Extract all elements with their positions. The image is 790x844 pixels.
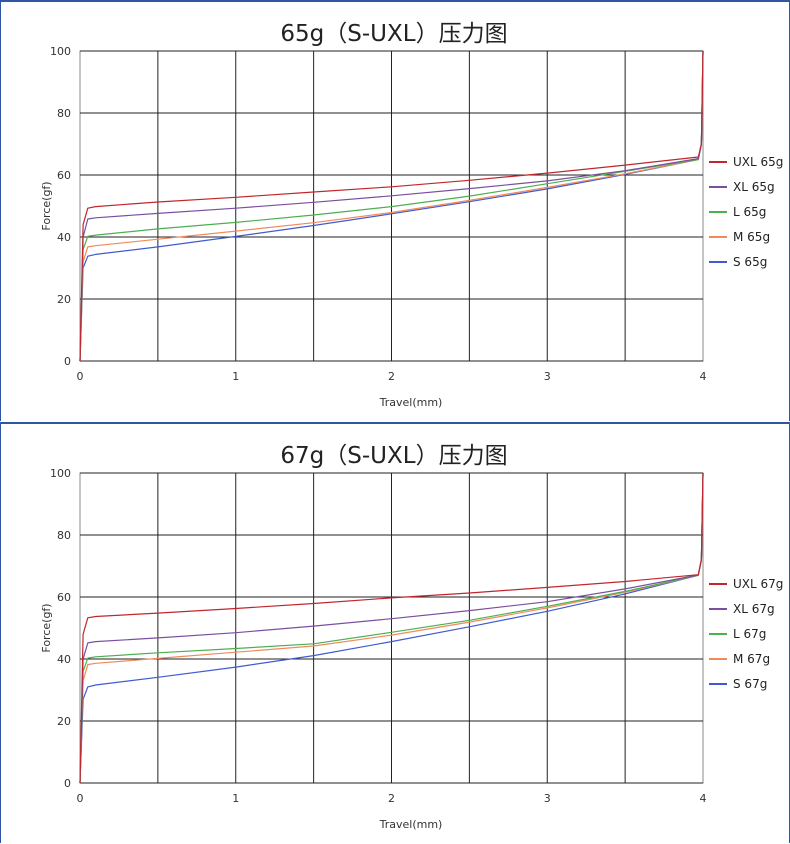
series-line-xl-67g	[79, 472, 704, 784]
legend-label: M 65g	[733, 230, 770, 244]
x-tick-label: 0	[77, 370, 84, 383]
chart-panel-67g: 67g（S-UXL）压力图 0 20 40 60 80 100 0 1 2 3 4 Travel(mm)…	[0, 422, 790, 843]
y-tick-label: 20	[57, 293, 71, 306]
chart-67g: 67g（S-UXL）压力图 0 20 40 60 80 100 0 1 2 3 4 Travel(mm)…	[40, 443, 783, 831]
chart-title: 65g（S-UXL）压力图	[280, 21, 507, 47]
y-tick-label: 40	[57, 653, 71, 666]
y-tick-label: 80	[57, 529, 71, 542]
chart-title: 67g（S-UXL）压力图	[280, 443, 507, 469]
x-tick-label: 3	[544, 792, 551, 805]
y-tick-label: 60	[57, 591, 71, 604]
series-line-xl-65g	[79, 50, 704, 362]
legend-label: S 67g	[733, 677, 767, 691]
legend-label: L 67g	[733, 627, 766, 641]
legend-label: L 65g	[733, 205, 766, 219]
y-axis-label: Force(gf)	[40, 181, 53, 230]
x-tick-label: 2	[388, 792, 395, 805]
chart-65g: 65g（S-UXL）压力图 0 20 40 60 80 100 0 1 2 3 4 Travel(mm)…	[40, 21, 783, 409]
x-tick-label: 1	[232, 792, 239, 805]
legend-label: UXL 65g	[733, 155, 783, 169]
series-line-uxl-65g	[79, 50, 704, 362]
x-tick-label: 3	[544, 370, 551, 383]
y-tick-label: 20	[57, 715, 71, 728]
y-tick-label: 60	[57, 169, 71, 182]
series-line-l-65g	[79, 50, 704, 362]
legend-label: S 65g	[733, 255, 767, 269]
x-tick-label: 0	[77, 792, 84, 805]
y-axis-label: Force(gf)	[40, 603, 53, 652]
series-line-uxl-67g	[79, 472, 704, 784]
chart-panel-65g: 65g（S-UXL）压力图 0 20 40 60 80 100 0 1 2 3 4 Travel(mm)…	[0, 0, 790, 421]
y-tick-label: 100	[50, 45, 71, 58]
series-line-l-67g	[79, 472, 704, 784]
y-tick-label: 40	[57, 231, 71, 244]
x-tick-label: 4	[700, 792, 707, 805]
legend-label: UXL 67g	[733, 577, 783, 591]
y-tick-label: 100	[50, 467, 71, 480]
y-tick-label: 0	[64, 777, 71, 790]
legend-label: M 67g	[733, 652, 770, 666]
x-axis-label: Travel(mm)	[379, 396, 443, 409]
legend-label: XL 65g	[733, 180, 775, 194]
x-tick-label: 4	[700, 370, 707, 383]
y-tick-label: 80	[57, 107, 71, 120]
x-axis-label: Travel(mm)	[379, 818, 443, 831]
legend-label: XL 67g	[733, 602, 775, 616]
x-tick-label: 2	[388, 370, 395, 383]
y-tick-label: 0	[64, 355, 71, 368]
x-tick-label: 1	[232, 370, 239, 383]
